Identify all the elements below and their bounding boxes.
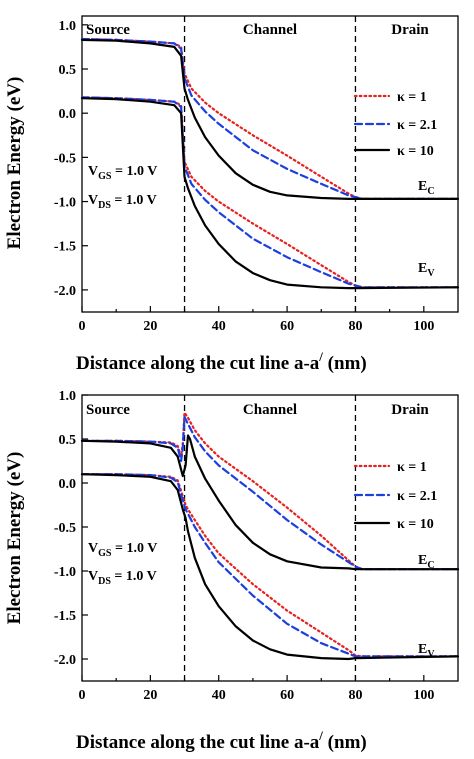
series-line-ev-2 <box>80 473 460 658</box>
annotation-vgs-sub: GS <box>98 548 112 559</box>
x-tick-label: 40 <box>212 319 226 334</box>
annotation-vgs-main: V <box>88 541 98 556</box>
region-label-channel: Channel <box>243 402 297 418</box>
chart-panel-1: 0 20 40 60 80 100 1.0 0.5 0.0 -0.5 -1.0 -1.5 -2.0 Sou… <box>4 15 460 374</box>
legend-label-2: κ = 2.1 <box>397 489 437 504</box>
annotation-vds-sub: DS <box>98 576 111 587</box>
annotation-vgs-main: V <box>88 164 98 179</box>
y-tick-label: -2.0 <box>54 284 76 299</box>
legend-label-3: κ = 10 <box>397 517 434 532</box>
plot-frame <box>81 394 459 682</box>
y-tick-label: 1.0 <box>59 389 77 404</box>
band-label-ec: EC <box>418 179 435 197</box>
annotation-vgs-value: = 1.0 V <box>111 541 157 556</box>
band-label-ev-main: E <box>418 261 427 276</box>
x-tick-label: 0 <box>79 319 86 334</box>
x-tick-label: 40 <box>212 688 226 703</box>
x-axis-title-prime: / <box>318 349 323 364</box>
annotation-vds: VDS = 1.0 V <box>88 569 157 587</box>
y-tick-label: -2.0 <box>54 653 76 668</box>
y-axis-title: Electron Energy (eV) <box>4 77 25 250</box>
y-tick-label: -1.0 <box>54 196 76 211</box>
x-tick-label: 0 <box>79 688 86 703</box>
band-label-ev-sub: V <box>427 268 435 279</box>
legend-label-3: κ = 10 <box>397 144 434 159</box>
x-axis-title-text: Distance along the cut line a-a <box>76 353 320 374</box>
series-line-ev-2 <box>80 96 460 289</box>
annotation-vgs: VGS = 1.0 V <box>88 164 157 182</box>
y-tick-label: 0.5 <box>59 433 77 448</box>
y-axis-title: Electron Energy (eV) <box>4 452 25 625</box>
annotation-vds-value: = 1.0 V <box>111 569 157 584</box>
series-line-ev-3 <box>80 473 460 661</box>
legend-label-1: κ = 1 <box>397 90 427 105</box>
legend-label-1: κ = 1 <box>397 460 427 475</box>
x-axis-title: Distance along the cut line a-a/ (nm) <box>76 349 367 374</box>
series-line-ec-3 <box>80 434 460 571</box>
annotation-vgs-value: = 1.0 V <box>111 164 157 179</box>
y-tick-label: -1.5 <box>54 609 76 624</box>
y-tick-label: 1.0 <box>59 19 77 34</box>
annotation-vds-value: = 1.0 V <box>111 193 157 208</box>
annotation-vds-main: V <box>88 569 98 584</box>
x-tick-label: 60 <box>280 688 294 703</box>
x-axis-title-unit: (nm) <box>323 732 367 753</box>
y-tick-label: 0.5 <box>59 63 77 78</box>
y-tick-label: -0.5 <box>54 521 76 536</box>
region-label-source: Source <box>86 402 130 418</box>
chart-panel-2: 0 20 40 60 80 100 1.0 0.5 0.0 -0.5 -1.0 -1.5 -2.0 Sou… <box>4 389 460 753</box>
region-label-channel: Channel <box>243 22 297 38</box>
band-label-ec-sub: C <box>427 186 434 197</box>
region-label-source: Source <box>86 22 130 38</box>
x-tick-label: 20 <box>143 319 157 334</box>
band-label-ec: EC <box>418 553 435 571</box>
band-label-ec-main: E <box>418 179 427 194</box>
annotation-vds-main: V <box>88 193 98 208</box>
x-tick-label: 60 <box>280 319 294 334</box>
plot-frame <box>81 15 459 313</box>
legend-label-2: κ = 2.1 <box>397 118 437 133</box>
y-tick-label: 0.0 <box>59 477 77 492</box>
x-tick-label: 100 <box>413 319 434 334</box>
series-line-ev-1 <box>80 96 460 289</box>
x-tick-label: 80 <box>348 688 362 703</box>
y-tick-label: -1.0 <box>54 565 76 580</box>
region-label-drain: Drain <box>391 22 429 38</box>
x-axis-title-prime: / <box>318 728 323 743</box>
y-tick-label: -0.5 <box>54 151 76 166</box>
band-label-ev-main: E <box>418 642 427 657</box>
band-label-ec-sub: C <box>427 560 434 571</box>
band-label-ev-sub: V <box>427 649 435 660</box>
series-line-ec-3 <box>80 38 460 200</box>
legend: κ = 1 κ = 2.1 κ = 10 <box>353 460 437 532</box>
annotation-vds: VDS = 1.0 V <box>88 193 157 211</box>
x-tick-label: 80 <box>348 319 362 334</box>
x-axis-title: Distance along the cut line a-a/ (nm) <box>76 728 367 753</box>
x-axis-title-text: Distance along the cut line a-a <box>76 732 320 753</box>
x-tick-label: 100 <box>413 688 434 703</box>
band-label-ec-main: E <box>418 553 427 568</box>
y-tick-label: -1.5 <box>54 240 76 255</box>
band-label-ev: EV <box>418 261 435 279</box>
x-tick-label: 20 <box>143 688 157 703</box>
band-label-ev: EV <box>418 642 435 660</box>
series-line-ev-1 <box>80 473 460 658</box>
y-tick-label: 0.0 <box>59 107 77 122</box>
series-line-ec-2 <box>80 37 460 200</box>
annotation-vgs: VGS = 1.0 V <box>88 541 157 559</box>
annotation-vds-sub: DS <box>98 200 111 211</box>
series-line-ec-2 <box>80 415 460 571</box>
series-line-ev-3 <box>80 97 460 290</box>
legend: κ = 1 κ = 2.1 κ = 10 <box>353 90 437 159</box>
annotation-vgs-sub: GS <box>98 171 112 182</box>
x-axis-title-unit: (nm) <box>323 353 367 374</box>
region-label-drain: Drain <box>391 402 429 418</box>
